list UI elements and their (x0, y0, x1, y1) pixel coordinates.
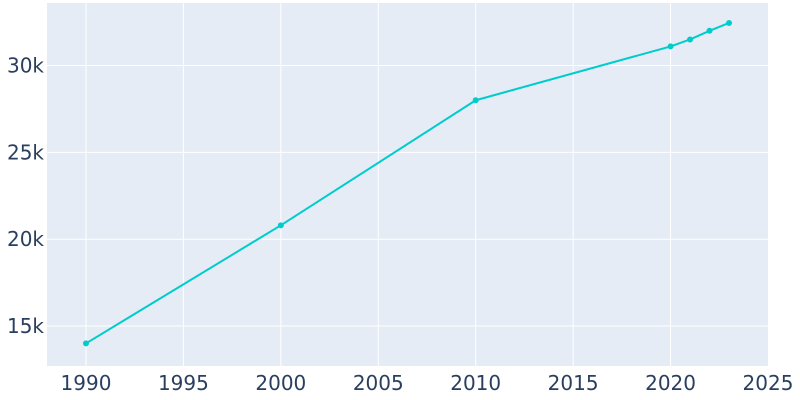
x-tick-label: 2005 (353, 371, 404, 395)
y-tick-label: 20k (7, 227, 44, 251)
x-tick-label: 2020 (645, 371, 696, 395)
x-gridlines (85, 3, 672, 366)
series-group (82, 19, 733, 347)
y-axis-tick-labels: 15k 20k 25k 30k (7, 54, 44, 339)
y-gridlines (47, 65, 768, 327)
x-tick-label: 1990 (61, 371, 112, 395)
x-tick-label: 2000 (255, 371, 306, 395)
x-tick-label: 2015 (548, 371, 599, 395)
x-axis-tick-labels: 1990 1995 2000 2005 2010 2015 2020 2025 (61, 371, 794, 395)
x-tick-label: 2025 (743, 371, 794, 395)
data-point (472, 97, 479, 104)
x-tick-label: 1995 (158, 371, 209, 395)
y-tick-label: 15k (7, 314, 44, 338)
x-tick-label: 2010 (450, 371, 501, 395)
data-point (667, 43, 674, 50)
data-point (687, 36, 694, 43)
data-point (82, 340, 89, 347)
data-point (726, 19, 733, 26)
data-point (706, 27, 713, 34)
y-tick-label: 30k (7, 54, 44, 78)
plot-background (47, 3, 768, 366)
y-tick-label: 25k (7, 140, 44, 164)
data-point (277, 222, 284, 229)
